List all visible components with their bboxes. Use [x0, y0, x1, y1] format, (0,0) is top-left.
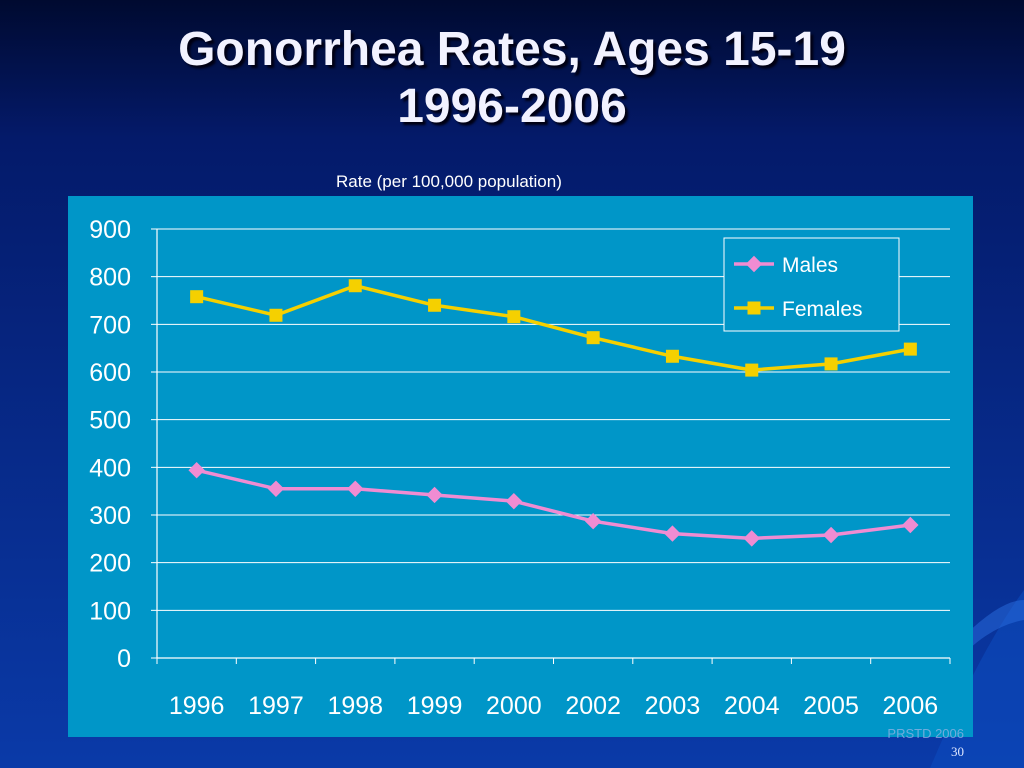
series-males — [188, 461, 919, 547]
data-point-males — [822, 526, 840, 544]
y-tick-label: 100 — [89, 597, 131, 625]
data-point-females — [903, 342, 917, 356]
series-females — [190, 279, 917, 377]
data-point-females — [190, 290, 204, 304]
y-tick-label: 0 — [117, 645, 131, 673]
data-point-females — [586, 331, 600, 345]
y-tick-label: 900 — [89, 216, 131, 244]
data-point-males — [743, 530, 760, 547]
legend-box — [723, 237, 900, 332]
data-point-males — [505, 492, 523, 510]
data-point-females — [507, 310, 521, 324]
title-line-1: Gonorrhea Rates, Ages 15-19 — [178, 23, 846, 76]
rate-label: Rate (per 100,000 population) — [336, 172, 562, 191]
data-point-males — [902, 516, 919, 534]
x-tick-label: 2000 — [486, 692, 542, 720]
y-tick-labels: 0 100 200 300 400 500 600 700 800 900 — [89, 216, 131, 673]
slide-title: Gonorrhea Rates, Ages 15-19 1996-2006 — [0, 22, 1024, 135]
footer-source: PRSTD 2006 — [887, 726, 964, 741]
data-point-males — [188, 461, 205, 479]
page-number: 30 — [951, 744, 964, 759]
legend: Males Females — [723, 237, 900, 332]
title-line-2: 1996-2006 — [397, 79, 627, 133]
data-point-males — [347, 480, 364, 497]
data-point-females — [824, 357, 838, 371]
x-tick-label: 2003 — [645, 692, 701, 720]
data-point-males — [267, 480, 285, 497]
x-tick-label: 2006 — [883, 692, 939, 720]
x-tick-label: 1999 — [407, 692, 463, 720]
x-tick-label: 1998 — [327, 692, 383, 720]
data-point-females — [428, 298, 442, 312]
series-group — [188, 279, 919, 547]
y-tick-label: 300 — [89, 502, 131, 530]
legend-label-males: Males — [782, 254, 838, 277]
x-tick-labels: 1996 1997 1998 1999 2000 2002 2003 2004 2005 2006 — [169, 692, 938, 720]
y-tick-label: 600 — [89, 359, 131, 387]
series-line-females — [196, 283, 911, 372]
data-point-females — [665, 349, 679, 363]
y-tick-label: 700 — [89, 311, 131, 339]
x-tick-label: 2002 — [565, 692, 621, 720]
axes — [151, 228, 951, 664]
legend-marker-males — [745, 255, 763, 273]
data-point-males — [584, 512, 602, 530]
x-tick-label: 2005 — [803, 692, 859, 720]
series-line-males — [196, 468, 911, 541]
data-point-males — [426, 486, 443, 504]
legend-label-females: Females — [782, 298, 863, 321]
y-tick-label: 200 — [89, 550, 131, 578]
y-tick-label: 500 — [89, 407, 131, 435]
y-tick-label: 800 — [89, 264, 131, 292]
y-tick-label: 400 — [89, 454, 131, 482]
data-point-females — [745, 363, 759, 377]
legend-marker-females — [747, 301, 761, 315]
x-tick-label: 1997 — [248, 692, 304, 720]
data-point-females — [269, 308, 283, 322]
x-tick-label: 1996 — [169, 692, 225, 720]
x-tick-label: 2004 — [724, 692, 780, 720]
data-point-males — [664, 525, 681, 542]
chart-panel: 0 100 200 300 400 500 600 700 800 900 1996 1997 199… — [68, 196, 973, 737]
data-point-females — [348, 279, 362, 293]
